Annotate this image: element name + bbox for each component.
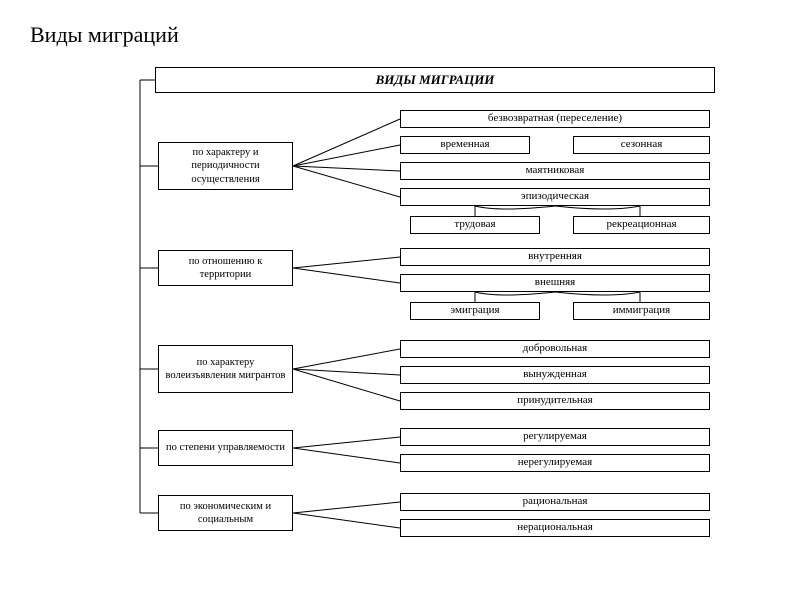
cat4-item-nereguliruemaya: нерегулируемая (400, 454, 710, 472)
cat1-sub-rekreacionnaya: рекреационная (573, 216, 710, 234)
cat2-item-vneshnyaya: внешняя (400, 274, 710, 292)
cat1-item-sezonnaya: сезонная (573, 136, 710, 154)
cat3-item-vynuzhdennaya: вынужденная (400, 366, 710, 384)
cat3-item-prinuditelnaya: принудительная (400, 392, 710, 410)
cat4-item-reguliruemaya: регулируемая (400, 428, 710, 446)
cat1-item-epizodicheskaya: эпизодическая (400, 188, 710, 206)
cat1-item-bezvozvratnaya: безвозвратная (переселение) (400, 110, 710, 128)
cat2-sub-immigraciya: иммиграция (573, 302, 710, 320)
main-box: ВИДЫ МИГРАЦИИ (155, 67, 715, 93)
cat5-item-neracionalnaya: нерациональная (400, 519, 710, 537)
cat3-item-dobrovolnaya: добровольная (400, 340, 710, 358)
cat1-item-mayatnikovaya: маятниковая (400, 162, 710, 180)
cat2-sub-emigraciya: эмиграция (410, 302, 540, 320)
cat2-item-vnutrennyaya: внутренняя (400, 248, 710, 266)
category-4: по степени управляемости (158, 430, 293, 466)
cat1-sub-trudovaya: трудовая (410, 216, 540, 234)
category-3: по характеру волеизъявления мигрантов (158, 345, 293, 393)
cat1-item-vremennaya: временная (400, 136, 530, 154)
category-1: по характеру и периодичности осуществлен… (158, 142, 293, 190)
category-2: по отношению к территории (158, 250, 293, 286)
category-5: по экономическим и социальным (158, 495, 293, 531)
page-title: Виды миграций (30, 22, 179, 48)
cat5-item-racionalnaya: рациональная (400, 493, 710, 511)
